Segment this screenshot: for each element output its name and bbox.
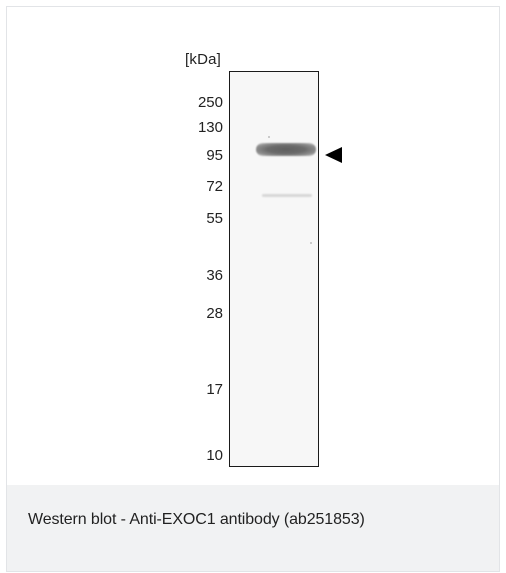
marker-label-28: 28: [206, 305, 223, 322]
western-blot-figure: [kDa] 250 130 95 72 55 36 28 17 10: [7, 7, 499, 485]
left-pointing-triangle-icon: [325, 147, 342, 163]
background-speck: [310, 242, 312, 244]
marker-label-250: 250: [197, 94, 223, 111]
background-speck: [268, 136, 270, 138]
marker-label-72: 72: [206, 178, 223, 195]
image-card: [kDa] 250 130 95 72 55 36 28 17 10 Weste…: [6, 6, 500, 572]
marker-label-130: 130: [197, 119, 223, 136]
exoc1-band: [256, 143, 316, 156]
faint-band: [262, 194, 312, 197]
marker-label-10: 10: [206, 447, 223, 464]
sample-lane: [229, 71, 319, 467]
marker-label-55: 55: [206, 210, 223, 227]
image-caption: Western blot - Anti-EXOC1 antibody (ab25…: [7, 485, 499, 571]
caption-text: Western blot - Anti-EXOC1 antibody (ab25…: [28, 511, 365, 528]
marker-label-36: 36: [206, 267, 223, 284]
kda-unit-label: [kDa]: [185, 51, 222, 68]
marker-label-95: 95: [206, 147, 223, 164]
marker-label-17: 17: [206, 381, 223, 398]
